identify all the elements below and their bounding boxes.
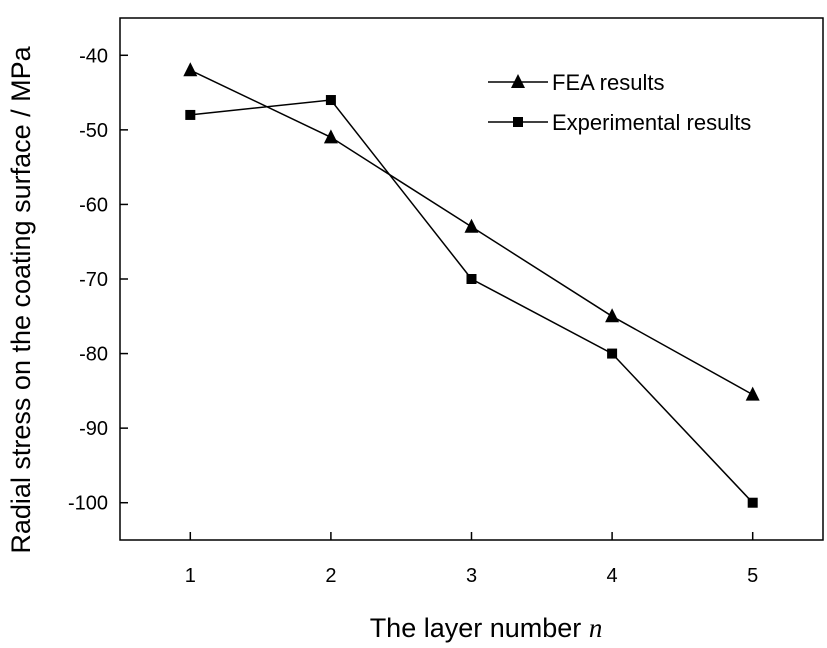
data-point-triangle (605, 308, 620, 323)
data-point-square (185, 109, 196, 120)
y-axis-title: Radial stress on the coating surface / M… (6, 45, 36, 553)
x-tick-label: 2 (325, 565, 336, 587)
data-point-square (325, 95, 336, 106)
data-point-square (747, 497, 758, 508)
y-tick-label: -60 (79, 194, 108, 216)
x-axis-title-text: The layer number (370, 613, 582, 643)
series-layer (183, 62, 760, 508)
y-tick-label: -90 (79, 418, 108, 440)
legend-marker-fea (511, 74, 525, 88)
x-tick-label: 5 (747, 565, 758, 587)
x-axis-title: The layer number n (370, 613, 603, 643)
data-point-square (607, 348, 618, 359)
x-axis-title-variable: n (589, 613, 603, 643)
data-point-triangle (183, 62, 198, 77)
legend-label-experimental: Experimental results (552, 110, 751, 135)
y-tick-label: -70 (79, 269, 108, 291)
series-line (190, 99, 754, 504)
y-tick-label: -50 (79, 120, 108, 142)
legend-marker-experimental (513, 117, 523, 127)
y-axis: -40 -50 -60 -70 -80 -90 -100 (68, 45, 128, 515)
y-tick-label: -100 (68, 493, 108, 515)
y-tick-label: -40 (79, 45, 108, 67)
data-point-triangle (323, 129, 338, 144)
data-point-triangle (745, 386, 760, 401)
series-fea (183, 62, 760, 401)
data-point-square (466, 274, 477, 284)
data-point-triangle (464, 218, 479, 233)
legend: FEA results Experimental results (488, 70, 751, 135)
series-experimental (185, 95, 758, 508)
legend-label-fea: FEA results (552, 70, 664, 95)
x-axis: 1 2 3 4 5 (185, 532, 758, 587)
x-tick-label: 4 (607, 565, 618, 587)
x-tick-label: 1 (185, 565, 196, 587)
x-tick-label: 3 (466, 565, 477, 587)
y-tick-label: -80 (79, 344, 108, 366)
